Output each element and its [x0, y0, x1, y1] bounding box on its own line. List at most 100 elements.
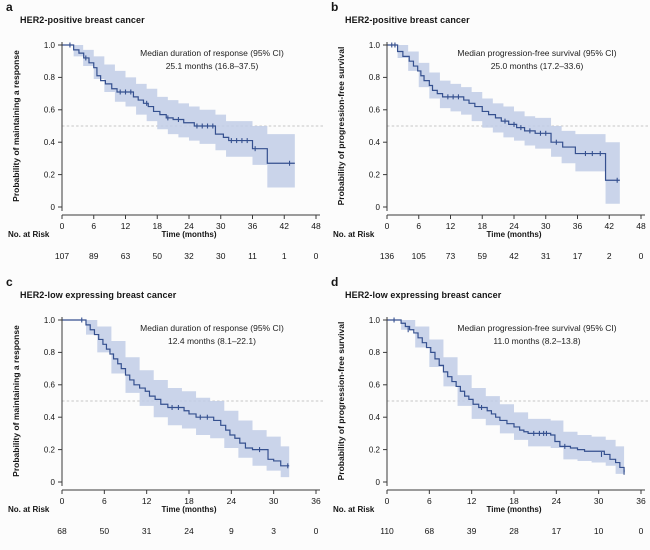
- panel-a: 1.0 0.8 0.6 0.4 0.2 0 0 107 6 89 12 63 18 50 24 32 30 30 3…: [0, 0, 325, 275]
- svg-text:0: 0: [376, 203, 381, 212]
- svg-text:0: 0: [60, 496, 65, 506]
- annotation-line2: 12.4 months (8.1–22.1): [168, 336, 256, 346]
- annotation-line1: Median progression-free survival (95% CI…: [457, 48, 617, 58]
- svg-text:0: 0: [51, 478, 56, 487]
- y-axis-label: Probability of maintaining a response: [11, 50, 21, 202]
- svg-text:18: 18: [478, 221, 488, 231]
- svg-text:12: 12: [467, 496, 477, 506]
- svg-text:105: 105: [412, 251, 426, 261]
- svg-text:36: 36: [636, 496, 646, 506]
- svg-text:12: 12: [446, 221, 456, 231]
- svg-text:31: 31: [541, 251, 551, 261]
- panel-letter: c: [6, 275, 13, 289]
- x-axis-label: Time (months): [161, 230, 217, 239]
- km-chart-d: 1.00.80.60.40.20011066812391828241730103…: [369, 316, 648, 536]
- svg-text:42: 42: [605, 221, 615, 231]
- panel-title: HER2-positive breast cancer: [345, 15, 470, 25]
- svg-text:59: 59: [478, 251, 488, 261]
- svg-text:0.4: 0.4: [369, 413, 381, 422]
- svg-text:18: 18: [509, 496, 519, 506]
- svg-text:31: 31: [142, 526, 152, 536]
- panel-letter: a: [6, 0, 13, 14]
- panel-title: HER2-low expressing breast cancer: [20, 290, 177, 300]
- svg-text:0: 0: [376, 478, 381, 487]
- annotation-line2: 11.0 months (8.2–13.8): [493, 336, 581, 346]
- svg-text:0: 0: [314, 526, 319, 536]
- svg-text:50: 50: [100, 526, 110, 536]
- svg-text:0: 0: [639, 251, 644, 261]
- svg-text:0.6: 0.6: [369, 106, 381, 115]
- panel-letter: b: [331, 0, 339, 14]
- svg-text:11: 11: [248, 251, 257, 261]
- annotation-line2: 25.0 months (17.2–33.6): [490, 61, 584, 71]
- svg-text:48: 48: [311, 221, 321, 231]
- svg-text:1.0: 1.0: [369, 316, 381, 325]
- svg-text:36: 36: [311, 496, 321, 506]
- svg-text:0.2: 0.2: [44, 170, 56, 179]
- svg-text:24: 24: [509, 221, 519, 231]
- svg-text:6: 6: [91, 221, 96, 231]
- svg-text:0.6: 0.6: [369, 381, 381, 390]
- svg-text:30: 30: [216, 221, 226, 231]
- svg-text:6: 6: [102, 496, 107, 506]
- svg-text:0: 0: [385, 496, 390, 506]
- panel-d: 1.0 0.8 0.6 0.4 0.2 0 0 110 6 68 12 39 18 28 24 17 30 10 3…: [325, 275, 650, 550]
- svg-text:0.6: 0.6: [44, 106, 56, 115]
- no-at-risk-label: No. at Risk: [333, 230, 375, 239]
- svg-text:32: 32: [184, 251, 194, 261]
- svg-text:0.6: 0.6: [44, 381, 56, 390]
- svg-text:30: 30: [594, 496, 604, 506]
- svg-text:36: 36: [573, 221, 583, 231]
- svg-text:2: 2: [607, 251, 612, 261]
- y-axis-label: Probability of maintaining a response: [11, 325, 21, 477]
- svg-text:0: 0: [51, 203, 56, 212]
- svg-text:107: 107: [55, 251, 69, 261]
- svg-text:0.8: 0.8: [44, 73, 56, 82]
- median-annotation: Median progression-free survival (95% CI…: [429, 47, 645, 73]
- svg-text:1.0: 1.0: [44, 41, 56, 50]
- svg-text:0.4: 0.4: [44, 413, 56, 422]
- svg-text:24: 24: [227, 496, 237, 506]
- svg-text:17: 17: [573, 251, 583, 261]
- svg-text:10: 10: [594, 526, 604, 536]
- panel-letter: d: [331, 275, 339, 289]
- svg-text:24: 24: [184, 526, 194, 536]
- svg-text:30: 30: [541, 221, 551, 231]
- svg-text:63: 63: [121, 251, 131, 261]
- svg-text:42: 42: [280, 221, 290, 231]
- svg-text:28: 28: [509, 526, 519, 536]
- svg-text:30: 30: [216, 251, 226, 261]
- svg-text:0.2: 0.2: [369, 445, 381, 454]
- svg-text:48: 48: [636, 221, 646, 231]
- median-annotation: Median duration of response (95% CI) 25.…: [104, 47, 320, 73]
- y-axis-label: Probability of progression-free survival: [336, 46, 346, 206]
- no-at-risk-label: No. at Risk: [8, 230, 50, 239]
- svg-text:18: 18: [184, 496, 194, 506]
- km-chart-b: 1.00.80.60.40.20013661051273185924423031…: [369, 41, 648, 261]
- svg-text:12: 12: [142, 496, 152, 506]
- svg-text:0.2: 0.2: [44, 445, 56, 454]
- svg-text:110: 110: [380, 526, 394, 536]
- svg-text:6: 6: [416, 221, 421, 231]
- svg-text:30: 30: [269, 496, 279, 506]
- x-axis-label: Time (months): [486, 505, 542, 514]
- svg-text:12: 12: [121, 221, 131, 231]
- svg-text:36: 36: [248, 221, 258, 231]
- panel-b: 1.0 0.8 0.6 0.4 0.2 0 0 136 6 105 12 73 18 59 24 42 30 31…: [325, 0, 650, 275]
- x-axis-label: Time (months): [486, 230, 542, 239]
- svg-text:1: 1: [282, 251, 287, 261]
- svg-text:3: 3: [271, 526, 276, 536]
- svg-text:0.4: 0.4: [369, 138, 381, 147]
- svg-text:18: 18: [153, 221, 163, 231]
- y-axis-label: Probability of progression-free survival: [336, 321, 346, 481]
- km-chart-a: 1.00.80.60.40.20010768912631850243230303…: [44, 41, 323, 261]
- svg-text:0: 0: [60, 221, 65, 231]
- svg-text:42: 42: [509, 251, 519, 261]
- svg-text:89: 89: [89, 251, 99, 261]
- panel-c: 1.0 0.8 0.6 0.4 0.2 0 0 68 6 50 12 31 18 24 24 9 30 3 36 0 …: [0, 275, 325, 550]
- median-annotation: Median duration of response (95% CI) 12.…: [104, 322, 320, 348]
- svg-text:1.0: 1.0: [44, 316, 56, 325]
- no-at-risk-label: No. at Risk: [333, 505, 375, 514]
- svg-text:0: 0: [385, 221, 390, 231]
